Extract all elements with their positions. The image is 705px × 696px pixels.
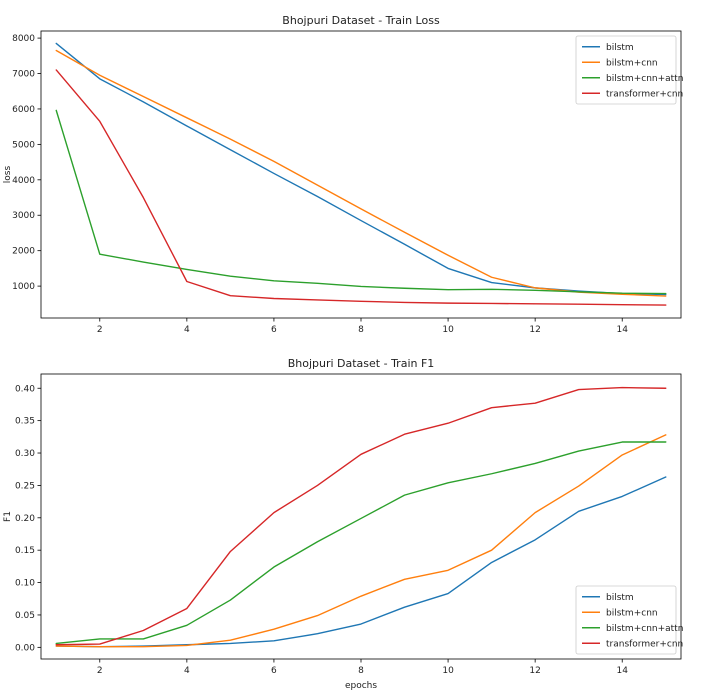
plot-frame bbox=[40, 30, 682, 319]
x-tick-label: 10 bbox=[442, 325, 454, 335]
legend-label: bilstm+cnn+attn bbox=[606, 624, 683, 634]
y-tick-label: 8000 bbox=[12, 34, 35, 44]
series-line-bilstm bbox=[55, 476, 667, 648]
series-line-bilstm-cnn-attn bbox=[55, 441, 667, 645]
x-tick-label: 6 bbox=[271, 325, 277, 335]
y-tick-label: 6000 bbox=[12, 105, 35, 115]
y-axis-label: F1 bbox=[3, 511, 13, 522]
legend-label: bilstm+cnn bbox=[606, 608, 658, 618]
x-tick-label: 4 bbox=[184, 325, 190, 335]
x-tick-label: 8 bbox=[358, 325, 364, 335]
x-tick-label: 12 bbox=[529, 666, 540, 676]
chart-title: Bhojpuri Dataset - Train F1 bbox=[288, 357, 435, 370]
series-line-bilstm-cnn-attn bbox=[55, 109, 667, 295]
legend-label: bilstm+cnn+attn bbox=[606, 74, 683, 84]
x-tick-label: 14 bbox=[616, 325, 628, 335]
legend-label: bilstm+cnn bbox=[606, 58, 658, 68]
series-line-transformer-cnn bbox=[55, 386, 667, 646]
chart-panel-2: Bhojpuri Dataset - Train F1 F1 epochs 0.00 0… bbox=[3, 357, 683, 691]
legend-box bbox=[575, 35, 677, 105]
y-tick-label: 0.30 bbox=[15, 449, 35, 459]
y-tick-label: 0.35 bbox=[15, 417, 35, 427]
x-tick-label: 14 bbox=[616, 666, 628, 676]
chart-title: Bhojpuri Dataset - Train Loss bbox=[282, 14, 440, 27]
y-tick-label: 0.05 bbox=[15, 611, 35, 621]
y-tick-label: 0.20 bbox=[15, 514, 35, 524]
series-line-bilstm bbox=[55, 42, 667, 296]
legend-label: transformer+cnn bbox=[606, 639, 683, 649]
y-tick-label: 7000 bbox=[12, 70, 35, 80]
x-tick-label: 4 bbox=[184, 666, 190, 676]
series-line-transformer-cnn bbox=[55, 69, 667, 306]
y-tick-label: 4000 bbox=[12, 176, 35, 186]
y-tick-label: 0.10 bbox=[15, 579, 35, 589]
legend-label: bilstm bbox=[606, 593, 634, 603]
y-tick-label: 0.25 bbox=[15, 481, 35, 491]
plot-frame bbox=[40, 373, 682, 660]
y-tick-label: 3000 bbox=[12, 211, 35, 221]
y-tick-label: 0.15 bbox=[15, 546, 35, 556]
legend: bilstm bilstm+cnn bilstm+cnn+attn transform… bbox=[575, 35, 683, 105]
legend: bilstm bilstm+cnn bilstm+cnn+attn transform… bbox=[575, 585, 683, 655]
y-tick-label: 0.40 bbox=[15, 384, 35, 394]
x-tick-label: 2 bbox=[97, 666, 103, 676]
x-axis-label: epochs bbox=[345, 681, 377, 691]
series-line-bilstm-cnn bbox=[55, 49, 667, 297]
y-tick-label: 0.00 bbox=[15, 643, 35, 653]
x-tick-label: 8 bbox=[358, 666, 364, 676]
y-tick-label: 5000 bbox=[12, 140, 35, 150]
y-tick-label: 1000 bbox=[12, 282, 35, 292]
x-tick-label: 6 bbox=[271, 666, 277, 676]
legend-label: transformer+cnn bbox=[606, 89, 683, 99]
y-tick-label: 2000 bbox=[12, 247, 35, 257]
x-tick-label: 12 bbox=[529, 325, 540, 335]
legend-label: bilstm bbox=[606, 43, 634, 53]
y-axis-label: loss bbox=[3, 165, 13, 183]
x-tick-label: 2 bbox=[97, 325, 103, 335]
chart-panel-1: Bhojpuri Dataset - Train Loss loss 1000 200… bbox=[3, 14, 683, 335]
x-tick-label: 10 bbox=[442, 666, 454, 676]
legend-box bbox=[575, 585, 677, 655]
series-line-bilstm-cnn bbox=[55, 434, 667, 648]
